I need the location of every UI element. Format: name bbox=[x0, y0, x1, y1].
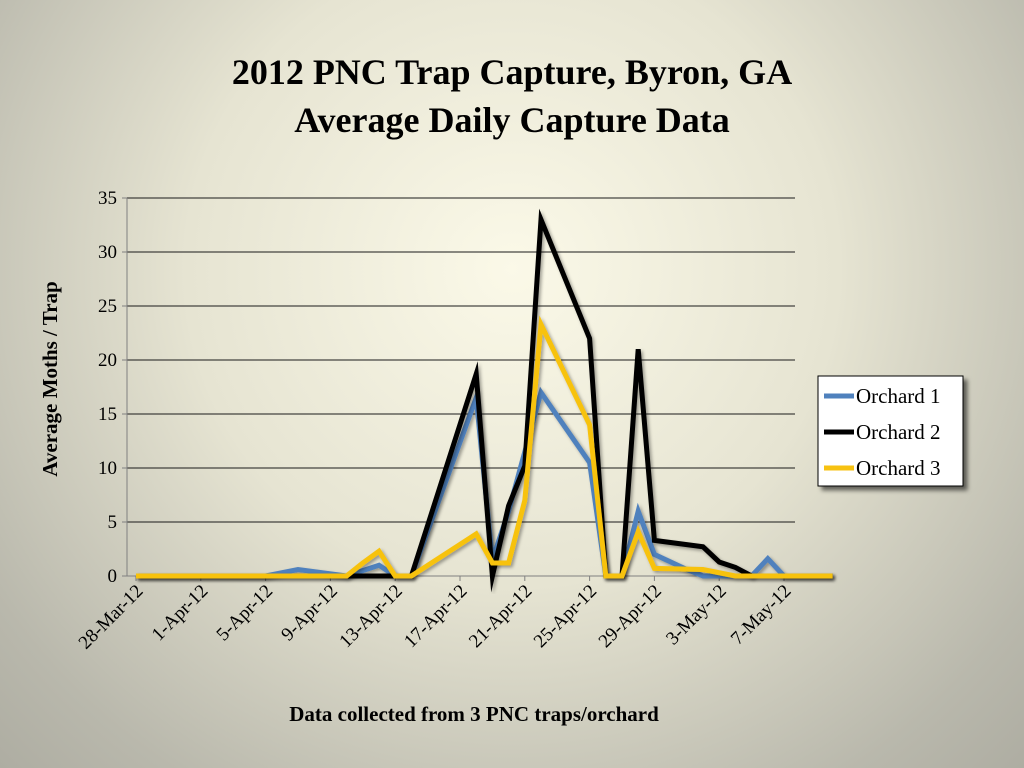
chart-subtitle: Average Daily Capture Data bbox=[294, 100, 730, 140]
x-tick-label: 29-Apr-12 bbox=[595, 581, 666, 652]
y-axis-title: Average Moths / Trap bbox=[38, 281, 62, 476]
x-tick-label: 25-Apr-12 bbox=[530, 581, 601, 652]
x-tick-label: 5-Apr-12 bbox=[213, 581, 278, 646]
x-tick-label: 1-Apr-12 bbox=[148, 581, 213, 646]
x-tick-label: 3-May-12 bbox=[662, 581, 731, 650]
y-tick-label: 10 bbox=[98, 458, 117, 479]
y-tick-label: 15 bbox=[98, 404, 117, 425]
series-group bbox=[136, 208, 833, 593]
legend-label-orchard-3: Orchard 3 bbox=[856, 456, 941, 480]
chart-title: 2012 PNC Trap Capture, Byron, GA bbox=[232, 52, 792, 92]
y-tick-label: 0 bbox=[108, 566, 118, 587]
y-axis-ticks: 0 5 10 15 20 25 30 35 bbox=[98, 188, 127, 587]
x-tick-label: 7-May-12 bbox=[727, 581, 796, 650]
gridlines bbox=[127, 197, 795, 523]
legend: Orchard 1 Orchard 2 Orchard 3 bbox=[817, 375, 964, 487]
y-tick-label: 5 bbox=[108, 512, 118, 533]
x-axis-ticks: 28-Mar-12 1-Apr-12 5-Apr-12 9-Apr-1213-Apr-… bbox=[75, 576, 796, 653]
legend-label-orchard-2: Orchard 2 bbox=[856, 420, 941, 444]
y-tick-label: 35 bbox=[98, 188, 117, 209]
legend-label-orchard-1: Orchard 1 bbox=[856, 384, 941, 408]
x-tick-label: 9-Apr-12 bbox=[277, 581, 342, 646]
y-tick-label: 30 bbox=[98, 242, 117, 263]
series-line-orchard-3 bbox=[136, 315, 833, 579]
x-tick-label: 17-Apr-12 bbox=[400, 581, 471, 652]
x-tick-label: 21-Apr-12 bbox=[465, 581, 536, 652]
x-tick-label: 13-Apr-12 bbox=[335, 581, 406, 652]
y-tick-label: 25 bbox=[98, 296, 117, 317]
series-line-orchard-2 bbox=[136, 208, 833, 593]
x-axis-title: Data collected from 3 PNC traps/orchard bbox=[289, 702, 659, 726]
x-tick-label: 28-Mar-12 bbox=[75, 581, 148, 654]
y-tick-label: 20 bbox=[98, 350, 117, 371]
axes bbox=[126, 198, 795, 577]
